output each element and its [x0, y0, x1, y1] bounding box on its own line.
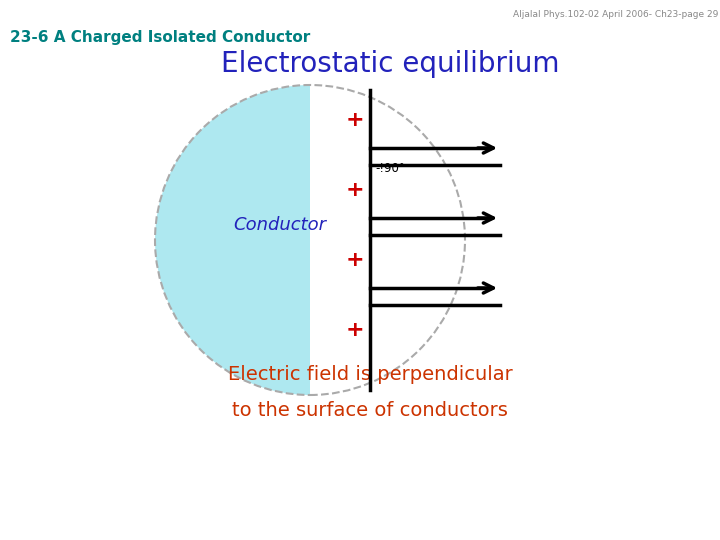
Text: 23-6 A Charged Isolated Conductor: 23-6 A Charged Isolated Conductor: [10, 30, 310, 45]
Text: Electric field is perpendicular: Electric field is perpendicular: [228, 366, 513, 384]
Text: Electrostatic equilibrium: Electrostatic equilibrium: [221, 50, 559, 78]
Text: Aljalal Phys.102-02 April 2006- Ch23-page 29: Aljalal Phys.102-02 April 2006- Ch23-pag…: [513, 10, 718, 19]
Wedge shape: [155, 85, 310, 395]
Text: +: +: [346, 180, 364, 200]
Text: Conductor: Conductor: [233, 216, 326, 234]
Text: +: +: [346, 110, 364, 130]
Text: +: +: [346, 250, 364, 270]
Text: +: +: [346, 320, 364, 340]
Text: to the surface of conductors: to the surface of conductors: [232, 401, 508, 420]
Text: -!90°: -!90°: [375, 162, 405, 175]
